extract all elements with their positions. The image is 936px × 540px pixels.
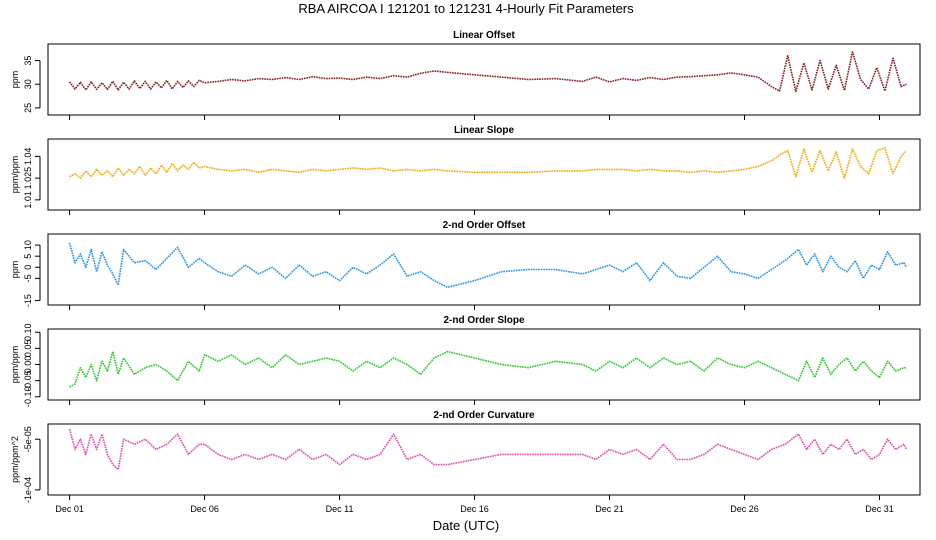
y-tick-label: -5e-05 [23, 426, 33, 452]
y-tick-label: -5 [23, 274, 33, 282]
y-axis-label: ppm [10, 261, 20, 279]
y-tick-label: 0.00 [23, 356, 33, 374]
x-axis-label: Date (UTC) [433, 518, 499, 533]
x-tick-label: Dec 26 [730, 504, 759, 514]
series-line [69, 146, 908, 179]
figure-title: RBA AIRCOA I 121201 to 121231 4-Hourly F… [298, 1, 634, 16]
panel-5: 2-nd Order Curvature -1e-04 -5e-05ppm/ppm^… [10, 410, 921, 503]
y-axis-label: ppm [10, 71, 20, 89]
y-tick-label: 0 [23, 265, 33, 270]
panel-title: 2-nd Order Curvature [433, 410, 535, 421]
y-tick-label: -0.10 [23, 387, 33, 408]
x-tick-label: Dec 31 [865, 504, 894, 514]
x-tick-label: Dec 11 [326, 504, 354, 514]
plot-frame [47, 233, 921, 306]
y-tick-label: 1.01 [23, 191, 33, 209]
y-tick-label: 0.10 [23, 323, 33, 341]
x-axis: Dec 01 Dec 06 Dec 11 Dec 16 Dec 21 Dec 26 Dec … [55, 504, 893, 514]
panel-title: Linear Slope [454, 125, 514, 136]
panel-title: 2-nd Order Offset [443, 220, 526, 231]
plot-frame [47, 138, 921, 211]
series-line [69, 350, 907, 388]
y-tick-label: 1.04 [23, 148, 33, 166]
y-tick-label: -0.05 [23, 370, 33, 391]
y-axis-label: ppm/ppm^2 [10, 436, 20, 483]
panel-title: Linear Offset [453, 30, 515, 41]
y-tick-label: -15 [23, 294, 33, 307]
series-line [68, 428, 908, 471]
x-tick-label: Dec 21 [595, 504, 624, 514]
y-tick-label: 1.025 [23, 167, 33, 190]
y-tick-label: -1e-04 [23, 477, 33, 503]
plot-frame [47, 43, 921, 116]
series-line [68, 242, 908, 289]
series-line [68, 51, 907, 93]
plot-frame [47, 328, 921, 401]
x-tick-label: Dec 06 [190, 504, 219, 514]
y-tick-label: 10 [23, 240, 33, 250]
panel-4: 2-nd Order Slope -0.10-0.050.000.050.10pp… [10, 315, 921, 408]
panel-title: 2-nd Order Slope [443, 315, 525, 326]
x-tick-label: Dec 01 [55, 504, 84, 514]
y-tick-label: 25 [23, 103, 33, 113]
y-tick-label: 30 [23, 79, 33, 89]
x-tick-label: Dec 16 [460, 504, 489, 514]
plot-frame [47, 423, 921, 496]
y-axis-label: ppm/ppm [10, 346, 20, 384]
y-tick-label: 35 [23, 56, 33, 66]
panel-3: 2-nd Order Offset -15 -5 0 5 10 ppm [10, 220, 921, 310]
y-tick-label: 0.05 [23, 340, 33, 358]
y-tick-label: 5 [23, 254, 33, 259]
y-axis-label: ppm/ppm [10, 156, 20, 194]
